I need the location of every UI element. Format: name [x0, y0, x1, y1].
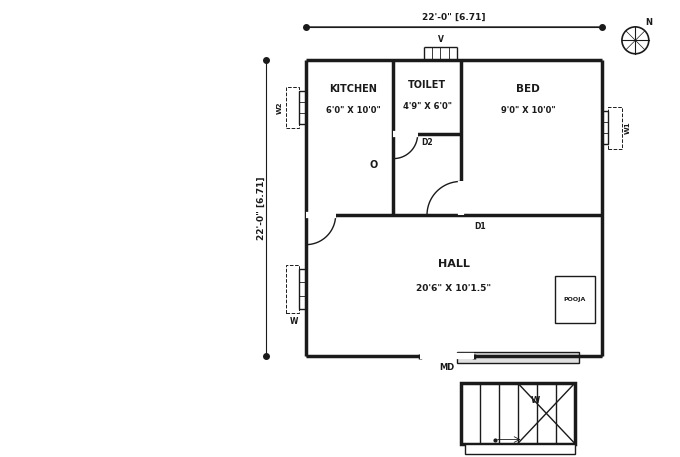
Text: 20'6" X 10'1.5": 20'6" X 10'1.5"	[416, 284, 492, 292]
Bar	[286, 265, 299, 313]
Text: O: O	[369, 160, 377, 170]
Text: V: V	[437, 35, 443, 44]
Text: 22'-0" [6.71]: 22'-0" [6.71]	[257, 176, 266, 240]
Bar	[456, 352, 579, 363]
Bar	[555, 276, 595, 323]
Text: D2: D2	[422, 138, 433, 148]
Text: TOILET: TOILET	[408, 80, 446, 90]
Bar	[299, 269, 306, 309]
Text: KITCHEN: KITCHEN	[329, 84, 377, 94]
Text: Autocad Drawing: Autocad Drawing	[97, 53, 131, 404]
Text: BED: BED	[516, 84, 540, 94]
Bar	[286, 87, 299, 128]
Text: D1: D1	[474, 222, 486, 231]
Bar	[299, 91, 306, 124]
Bar	[464, 444, 575, 454]
Text: W: W	[290, 317, 298, 326]
Bar	[460, 383, 575, 444]
Text: 9'0" X 10'0": 9'0" X 10'0"	[500, 106, 555, 115]
Text: W2: W2	[277, 101, 283, 114]
Text: 6'0" X 10'0": 6'0" X 10'0"	[326, 106, 381, 115]
Text: HALL: HALL	[438, 259, 470, 269]
Text: 4'9" X 6'0": 4'9" X 6'0"	[403, 102, 452, 111]
Bar	[602, 111, 609, 144]
Text: 22'-0" [6.71]: 22'-0" [6.71]	[422, 12, 486, 21]
Bar	[609, 107, 622, 149]
Text: POOJA: POOJA	[564, 297, 586, 302]
Text: W1: W1	[625, 122, 630, 134]
Text: N: N	[645, 18, 651, 27]
Text: MD: MD	[439, 363, 455, 372]
Text: W: W	[530, 395, 539, 404]
